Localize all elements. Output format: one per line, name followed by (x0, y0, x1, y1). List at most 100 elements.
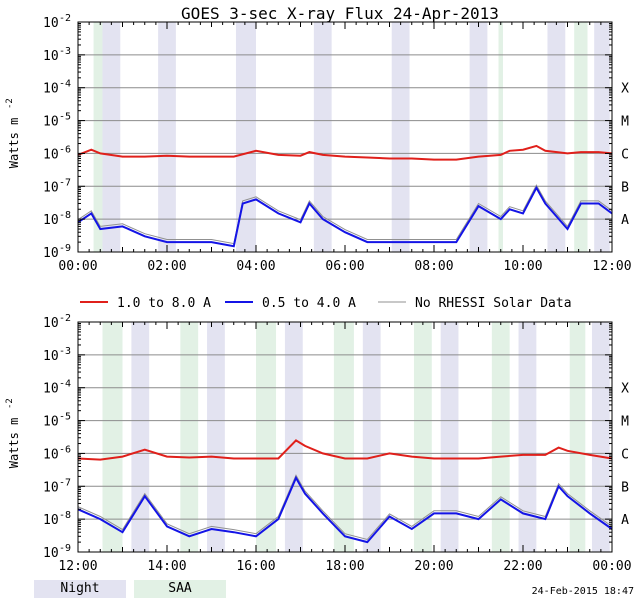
y-axis-label: Watts m -2 (5, 98, 21, 168)
y-tick-label: 10 (43, 316, 59, 331)
saa-band (574, 22, 588, 252)
y-tick-label: 10 (43, 115, 59, 130)
night-band (102, 22, 121, 252)
y-tick-label: 10 (43, 480, 59, 495)
y-tick-exponent: -9 (59, 243, 71, 254)
y-tick-exponent: -3 (59, 346, 71, 357)
y-tick-exponent: -7 (59, 477, 71, 488)
y-tick-exponent: -4 (59, 79, 71, 90)
night-band (391, 22, 410, 252)
flare-class-label: B (621, 480, 629, 495)
flare-class-label: C (621, 147, 629, 162)
saa-band (498, 22, 503, 252)
y-tick-label: 10 (43, 349, 59, 364)
flare-class-label: X (621, 382, 629, 397)
night-band (362, 322, 381, 552)
flare-class-label: A (621, 213, 629, 228)
y-tick-label: 10 (43, 246, 59, 261)
saa-band (93, 22, 103, 252)
night-band (594, 22, 610, 252)
saa-legend-label: SAA (168, 581, 192, 596)
saa-band (180, 322, 199, 552)
x-tick-label: 06:00 (325, 259, 364, 274)
legend-label: 1.0 to 8.0 A (117, 296, 211, 311)
y-tick-exponent: -8 (59, 510, 71, 521)
rhessi-reference-line (77, 474, 613, 541)
night-band (284, 322, 303, 552)
saa-band (413, 322, 432, 552)
y-tick-label: 10 (43, 447, 59, 462)
y-tick-exponent: -6 (59, 444, 71, 455)
saa-band (102, 322, 123, 552)
x-tick-label: 14:00 (147, 559, 186, 574)
night-legend-box: Night (34, 580, 126, 598)
saa-band (333, 322, 354, 552)
y-tick-label: 10 (43, 513, 59, 528)
flare-class-label: C (621, 447, 629, 462)
x-tick-label: 16:00 (236, 559, 275, 574)
y-tick-label: 10 (43, 49, 59, 64)
y-axis-label-exponent: -2 (5, 398, 15, 409)
flare-class-label: A (621, 513, 629, 528)
night-band (131, 322, 150, 552)
y-tick-exponent: -5 (59, 412, 71, 423)
legend-label: No RHESSI Solar Data (415, 296, 572, 311)
y-axis-label-exponent: -2 (5, 98, 15, 109)
y-tick-exponent: -7 (59, 177, 71, 188)
y-tick-exponent: -4 (59, 379, 71, 390)
flare-class-label: M (621, 115, 629, 130)
y-axis-label-text: Watts m (7, 418, 21, 469)
saa-band (491, 322, 510, 552)
y-axis-label-text: Watts m (7, 118, 21, 169)
chart-title: GOES 3-sec X-ray Flux 24-Apr-2013 (181, 4, 499, 23)
short-channel-line (77, 185, 613, 248)
night-band (235, 22, 256, 252)
y-tick-exponent: -2 (59, 313, 71, 324)
night-band (518, 322, 537, 552)
night-band (469, 22, 488, 252)
x-tick-label: 00:00 (592, 559, 631, 574)
y-tick-label: 10 (43, 415, 59, 430)
y-tick-exponent: -9 (59, 543, 71, 554)
flare-class-label: X (621, 82, 629, 97)
generated-timestamp: 24-Feb-2015 18:47 (531, 586, 634, 597)
x-tick-label: 02:00 (147, 259, 186, 274)
x-tick-label: 00:00 (58, 259, 97, 274)
saa-legend-box: SAA (134, 580, 226, 598)
y-tick-exponent: -5 (59, 112, 71, 123)
flare-class-label: B (621, 180, 629, 195)
x-tick-label: 12:00 (58, 559, 97, 574)
y-tick-label: 10 (43, 546, 59, 561)
y-tick-exponent: -6 (59, 144, 71, 155)
night-band (440, 322, 459, 552)
x-tick-label: 08:00 (414, 259, 453, 274)
legend-label: 0.5 to 4.0 A (262, 296, 356, 311)
legend: 1.0 to 8.0 A 0.5 to 4.0 A No RHESSI Solar … (80, 296, 572, 311)
x-tick-label: 10:00 (503, 259, 542, 274)
y-tick-label: 10 (43, 180, 59, 195)
saa-band (256, 322, 277, 552)
night-band (591, 322, 610, 552)
night-band (313, 22, 332, 252)
short-channel-line (77, 475, 613, 544)
x-tick-label: 20:00 (414, 559, 453, 574)
y-tick-exponent: -3 (59, 46, 71, 57)
night-legend-label: Night (60, 581, 100, 596)
x-tick-label: 22:00 (503, 559, 542, 574)
y-tick-label: 10 (43, 82, 59, 97)
night-band (207, 322, 225, 552)
long-channel-line (77, 144, 613, 161)
flare-class-label: M (621, 415, 629, 430)
saa-band (569, 322, 586, 552)
x-tick-label: 12:00 (592, 259, 631, 274)
y-tick-label: 10 (43, 147, 59, 162)
y-axis-label: Watts m -2 (5, 398, 21, 468)
night-band (158, 22, 176, 252)
rhessi-reference-line (77, 184, 613, 245)
y-tick-label: 10 (43, 213, 59, 228)
y-tick-exponent: -2 (59, 13, 71, 24)
y-tick-exponent: -8 (59, 210, 71, 221)
